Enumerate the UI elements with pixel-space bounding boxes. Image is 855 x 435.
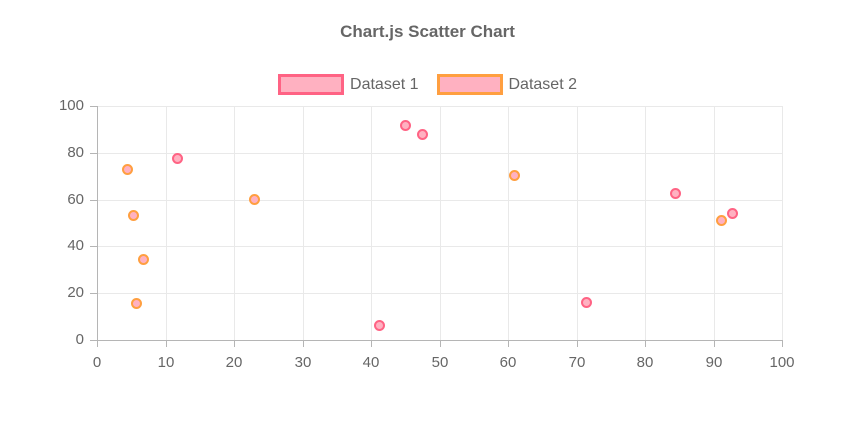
x-tick-mark — [303, 341, 304, 347]
gridline-x — [645, 106, 646, 340]
gridline-x — [440, 106, 441, 340]
scatter-point-dataset-2[interactable] — [127, 210, 139, 222]
y-tick-mark — [90, 153, 97, 154]
x-tick-mark — [714, 341, 715, 347]
scatter-point-dataset-1[interactable] — [172, 153, 184, 165]
scatter-point-dataset-1[interactable] — [373, 320, 385, 332]
x-tick-mark — [166, 341, 167, 347]
scatter-point-dataset-2[interactable] — [509, 170, 521, 182]
scatter-point-dataset-2[interactable] — [716, 215, 728, 227]
scatter-point-dataset-2[interactable] — [138, 254, 150, 266]
scatter-point-dataset-1[interactable] — [399, 120, 411, 132]
gridline-y — [97, 153, 782, 154]
legend-swatch-dataset-1 — [278, 73, 345, 95]
x-tick-label: 20 — [225, 354, 243, 371]
scatter-point-dataset-1[interactable] — [670, 188, 682, 200]
x-tick-label: 90 — [705, 354, 723, 371]
scatter-point-dataset-2[interactable] — [131, 297, 143, 309]
y-axis-border — [97, 106, 98, 341]
x-tick-mark — [97, 341, 98, 347]
y-tick-mark — [90, 293, 97, 294]
gridline-x — [577, 106, 578, 340]
x-tick-label: 30 — [294, 354, 312, 371]
x-tick-mark — [371, 341, 372, 347]
legend-item-dataset-2[interactable]: Dataset 2 — [436, 73, 577, 95]
x-tick-mark — [645, 341, 646, 347]
legend-item-label: Dataset 2 — [508, 75, 577, 93]
x-tick-label: 0 — [92, 354, 102, 371]
scatter-point-dataset-1[interactable] — [416, 128, 428, 140]
y-tick-mark — [90, 106, 97, 107]
x-tick-mark — [234, 341, 235, 347]
gridline-x — [782, 106, 783, 340]
gridline-x — [714, 106, 715, 340]
gridline-y — [97, 200, 782, 201]
chart-legend: Dataset 1 Dataset 2 — [0, 73, 855, 95]
x-tick-label: 40 — [362, 354, 380, 371]
gridline-x — [303, 106, 304, 340]
legend-swatch-dataset-2 — [436, 73, 503, 95]
x-tick-label: 100 — [769, 354, 795, 371]
x-tick-mark — [440, 341, 441, 347]
gridline-x — [166, 106, 167, 340]
gridline-y — [97, 106, 782, 107]
x-tick-label: 60 — [499, 354, 517, 371]
y-tick-mark — [90, 200, 97, 201]
gridline-x — [371, 106, 372, 340]
x-tick-mark — [508, 341, 509, 347]
x-tick-label: 70 — [568, 354, 586, 371]
gridline-x — [234, 106, 235, 340]
y-tick-label: 0 — [75, 331, 84, 348]
x-tick-label: 10 — [157, 354, 175, 371]
y-tick-mark — [90, 246, 97, 247]
x-tick-mark — [577, 341, 578, 347]
gridline-y — [97, 293, 782, 294]
x-tick-mark — [782, 341, 783, 347]
y-tick-label: 60 — [67, 191, 84, 208]
scatter-point-dataset-1[interactable] — [580, 297, 592, 309]
scatter-point-dataset-2[interactable] — [249, 193, 261, 205]
y-tick-label: 100 — [58, 97, 84, 114]
y-tick-label: 40 — [67, 237, 84, 254]
scatter-point-dataset-2[interactable] — [121, 163, 133, 175]
x-tick-label: 80 — [636, 354, 654, 371]
scatter-point-dataset-1[interactable] — [727, 207, 739, 219]
x-axis-border — [97, 340, 783, 341]
legend-item-label: Dataset 1 — [350, 75, 419, 93]
gridline-x — [508, 106, 509, 340]
y-tick-label: 20 — [67, 284, 84, 301]
x-tick-label: 50 — [431, 354, 449, 371]
y-tick-label: 80 — [67, 144, 84, 161]
chart-title: Chart.js Scatter Chart — [340, 22, 515, 41]
gridline-y — [97, 246, 782, 247]
y-tick-mark — [90, 340, 97, 341]
legend-item-dataset-1[interactable]: Dataset 1 — [278, 73, 419, 95]
